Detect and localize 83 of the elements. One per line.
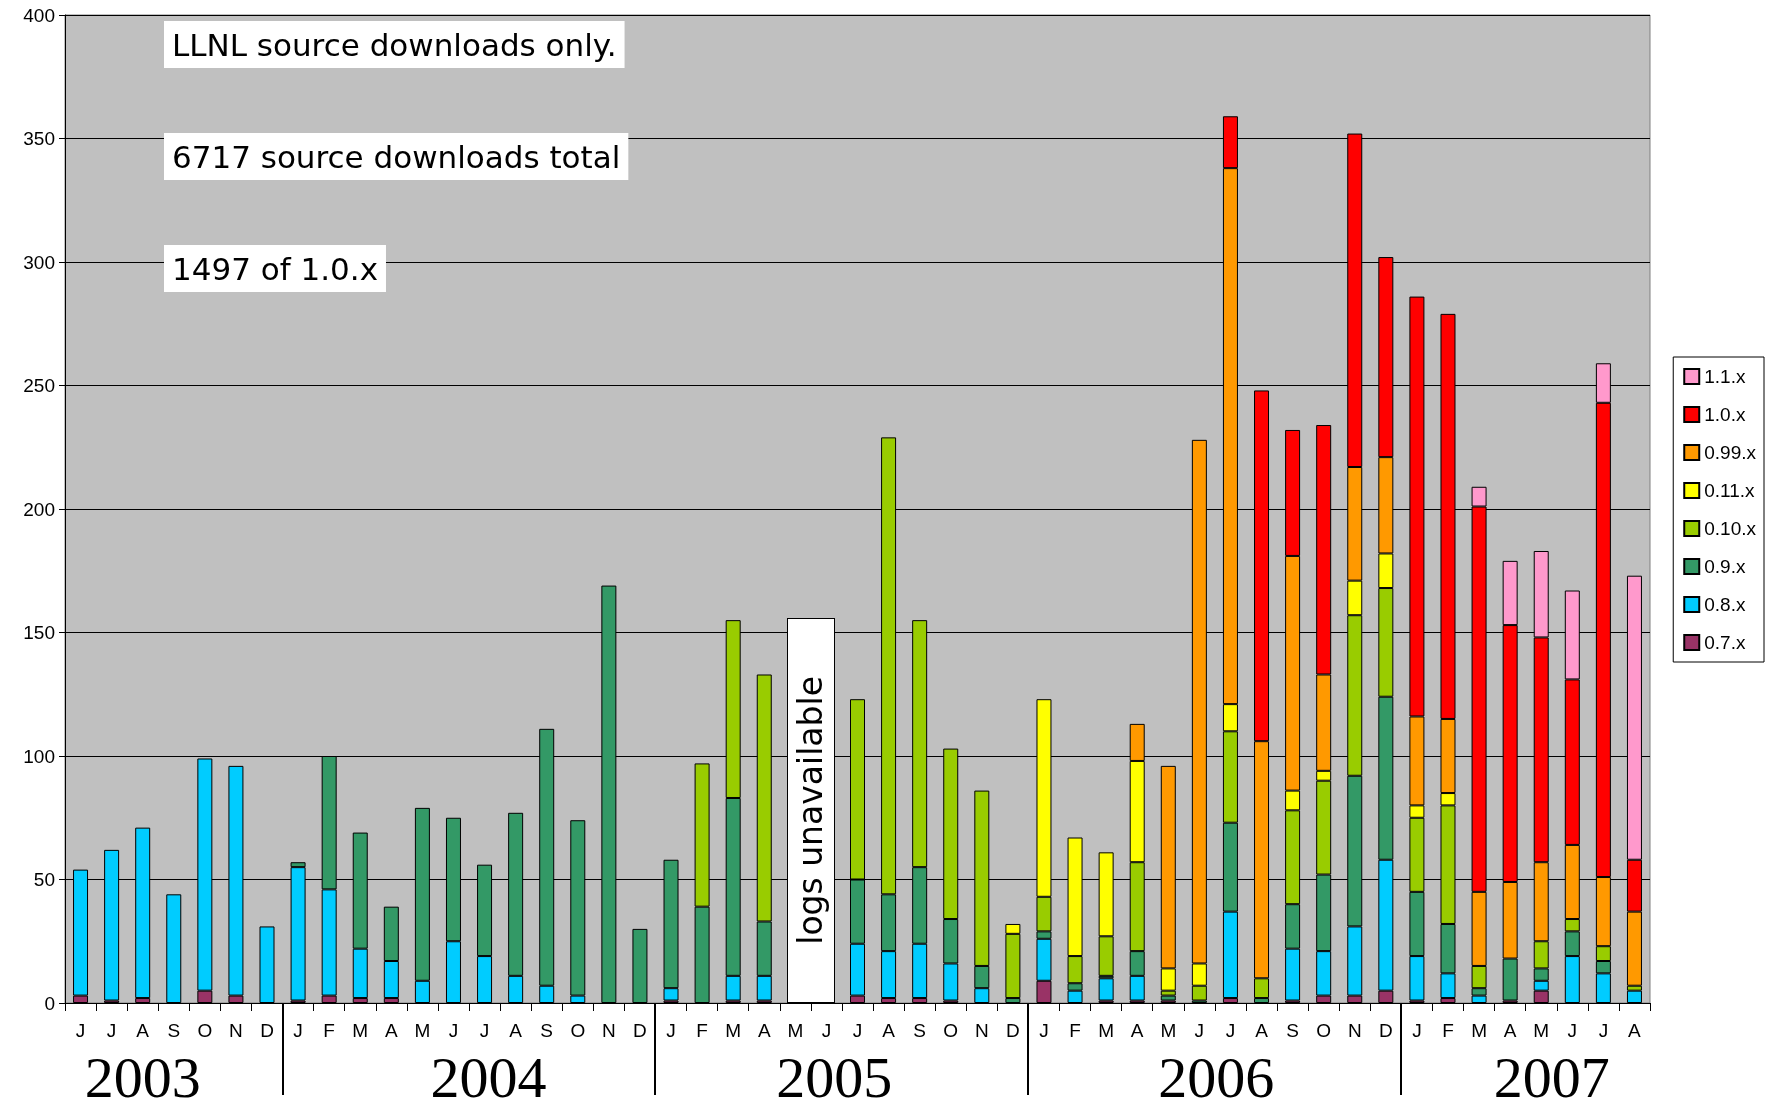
x-tick-label: N xyxy=(229,1020,243,1041)
x-tick-label: A xyxy=(136,1020,150,1041)
x-tick-label: A xyxy=(1130,1020,1144,1041)
x-tick-label: J xyxy=(1412,1020,1422,1041)
legend-label: 0.7.x xyxy=(1704,632,1746,653)
x-tick-label: A xyxy=(1503,1020,1517,1041)
x-tick-label: M xyxy=(725,1020,742,1041)
legend-label: 0.9.x xyxy=(1704,556,1746,577)
x-tick-label: M xyxy=(352,1020,369,1041)
text: 2004 xyxy=(430,1044,547,1104)
y-tick-label: 400 xyxy=(23,4,55,26)
x-tick-label: A xyxy=(1628,1020,1642,1041)
x-tick-label: J xyxy=(1194,1020,1205,1041)
x-tick-label: J xyxy=(448,1020,459,1041)
x-tick-label: M xyxy=(1098,1020,1115,1041)
x-tick-label: A xyxy=(757,1020,771,1041)
x-tick-label: O xyxy=(943,1020,959,1041)
x-tick-label: A xyxy=(509,1020,523,1041)
x-tick-label: N xyxy=(1347,1020,1362,1041)
legend-label: 1.0.x xyxy=(1704,404,1746,425)
legend-label: 0.99.x xyxy=(1704,442,1757,463)
y-tick-label: 350 xyxy=(23,128,55,149)
bar xyxy=(1160,995,1176,1001)
x-tick-label: N xyxy=(602,1020,616,1041)
x-tick-label: M xyxy=(1160,1020,1177,1041)
bar xyxy=(166,894,182,1003)
x-tick-label: J xyxy=(1225,1020,1236,1041)
legend-label: 1.1.x xyxy=(1704,366,1746,387)
x-tick-label: J xyxy=(666,1020,676,1041)
text: 2003 xyxy=(84,1044,201,1104)
y-tick-label: 50 xyxy=(33,869,55,890)
x-tick-label: J xyxy=(75,1020,86,1041)
legend-label: 0.8.x xyxy=(1704,594,1746,615)
bar xyxy=(259,926,275,1003)
x-tick-label: O xyxy=(1316,1020,1332,1041)
x-tick-label: N xyxy=(974,1020,989,1041)
annotation: logs unavailable xyxy=(791,676,831,945)
y-tick-label: 0 xyxy=(44,992,55,1014)
legend-label: 0.10.x xyxy=(1704,518,1757,539)
x-tick-label: J xyxy=(479,1020,490,1041)
x-tick-label: F xyxy=(1069,1020,1081,1041)
legend-label: 0.11.x xyxy=(1704,480,1756,501)
x-tick-label: D xyxy=(1006,1020,1020,1041)
annotation: 6717 source downloads total xyxy=(172,138,621,175)
x-tick-label: M xyxy=(1471,1020,1487,1041)
x-tick-label: S xyxy=(913,1020,926,1041)
x-tick-label: A xyxy=(384,1020,398,1041)
x-tick-label: D xyxy=(633,1020,647,1041)
x-tick-label: M xyxy=(414,1020,431,1041)
x-tick-label: F xyxy=(696,1020,708,1041)
text: 2007 xyxy=(1493,1044,1610,1104)
y-tick-label: 200 xyxy=(23,498,55,520)
annotation: 1497 of 1.0.x xyxy=(172,250,378,287)
y-tick-label: 250 xyxy=(23,375,55,396)
x-tick-label: S xyxy=(540,1020,554,1041)
x-tick-label: O xyxy=(197,1020,213,1041)
bar xyxy=(1098,978,1114,1001)
x-tick-label: J xyxy=(1567,1020,1578,1041)
x-tick-label: J xyxy=(293,1020,303,1041)
text: 2005 xyxy=(776,1044,893,1104)
x-tick-label: D xyxy=(260,1020,274,1041)
y-tick-label: 150 xyxy=(23,622,55,643)
annotation: LLNL source downloads only. xyxy=(172,26,617,63)
x-tick-label: D xyxy=(1378,1020,1393,1041)
x-tick-label: M xyxy=(1533,1020,1550,1041)
x-tick-label: A xyxy=(1255,1020,1269,1041)
x-tick-label: S xyxy=(167,1020,181,1041)
x-tick-label: J xyxy=(852,1020,863,1041)
bar xyxy=(632,928,648,1003)
y-tick-label: 300 xyxy=(23,251,55,273)
text: 2006 xyxy=(1158,1044,1275,1104)
x-tick-label: A xyxy=(882,1020,896,1041)
x-tick-label: O xyxy=(570,1020,586,1041)
bar xyxy=(1626,990,1642,1003)
y-tick-label: 100 xyxy=(23,745,55,767)
x-tick-label: M xyxy=(787,1020,804,1041)
x-tick-label: S xyxy=(1286,1020,1299,1041)
x-tick-label: J xyxy=(1039,1020,1049,1041)
x-tick-label: J xyxy=(821,1020,832,1041)
x-tick-label: J xyxy=(1598,1020,1609,1041)
x-tick-label: J xyxy=(106,1020,117,1041)
x-tick-label: F xyxy=(323,1020,335,1041)
x-tick-label: F xyxy=(1442,1020,1454,1041)
